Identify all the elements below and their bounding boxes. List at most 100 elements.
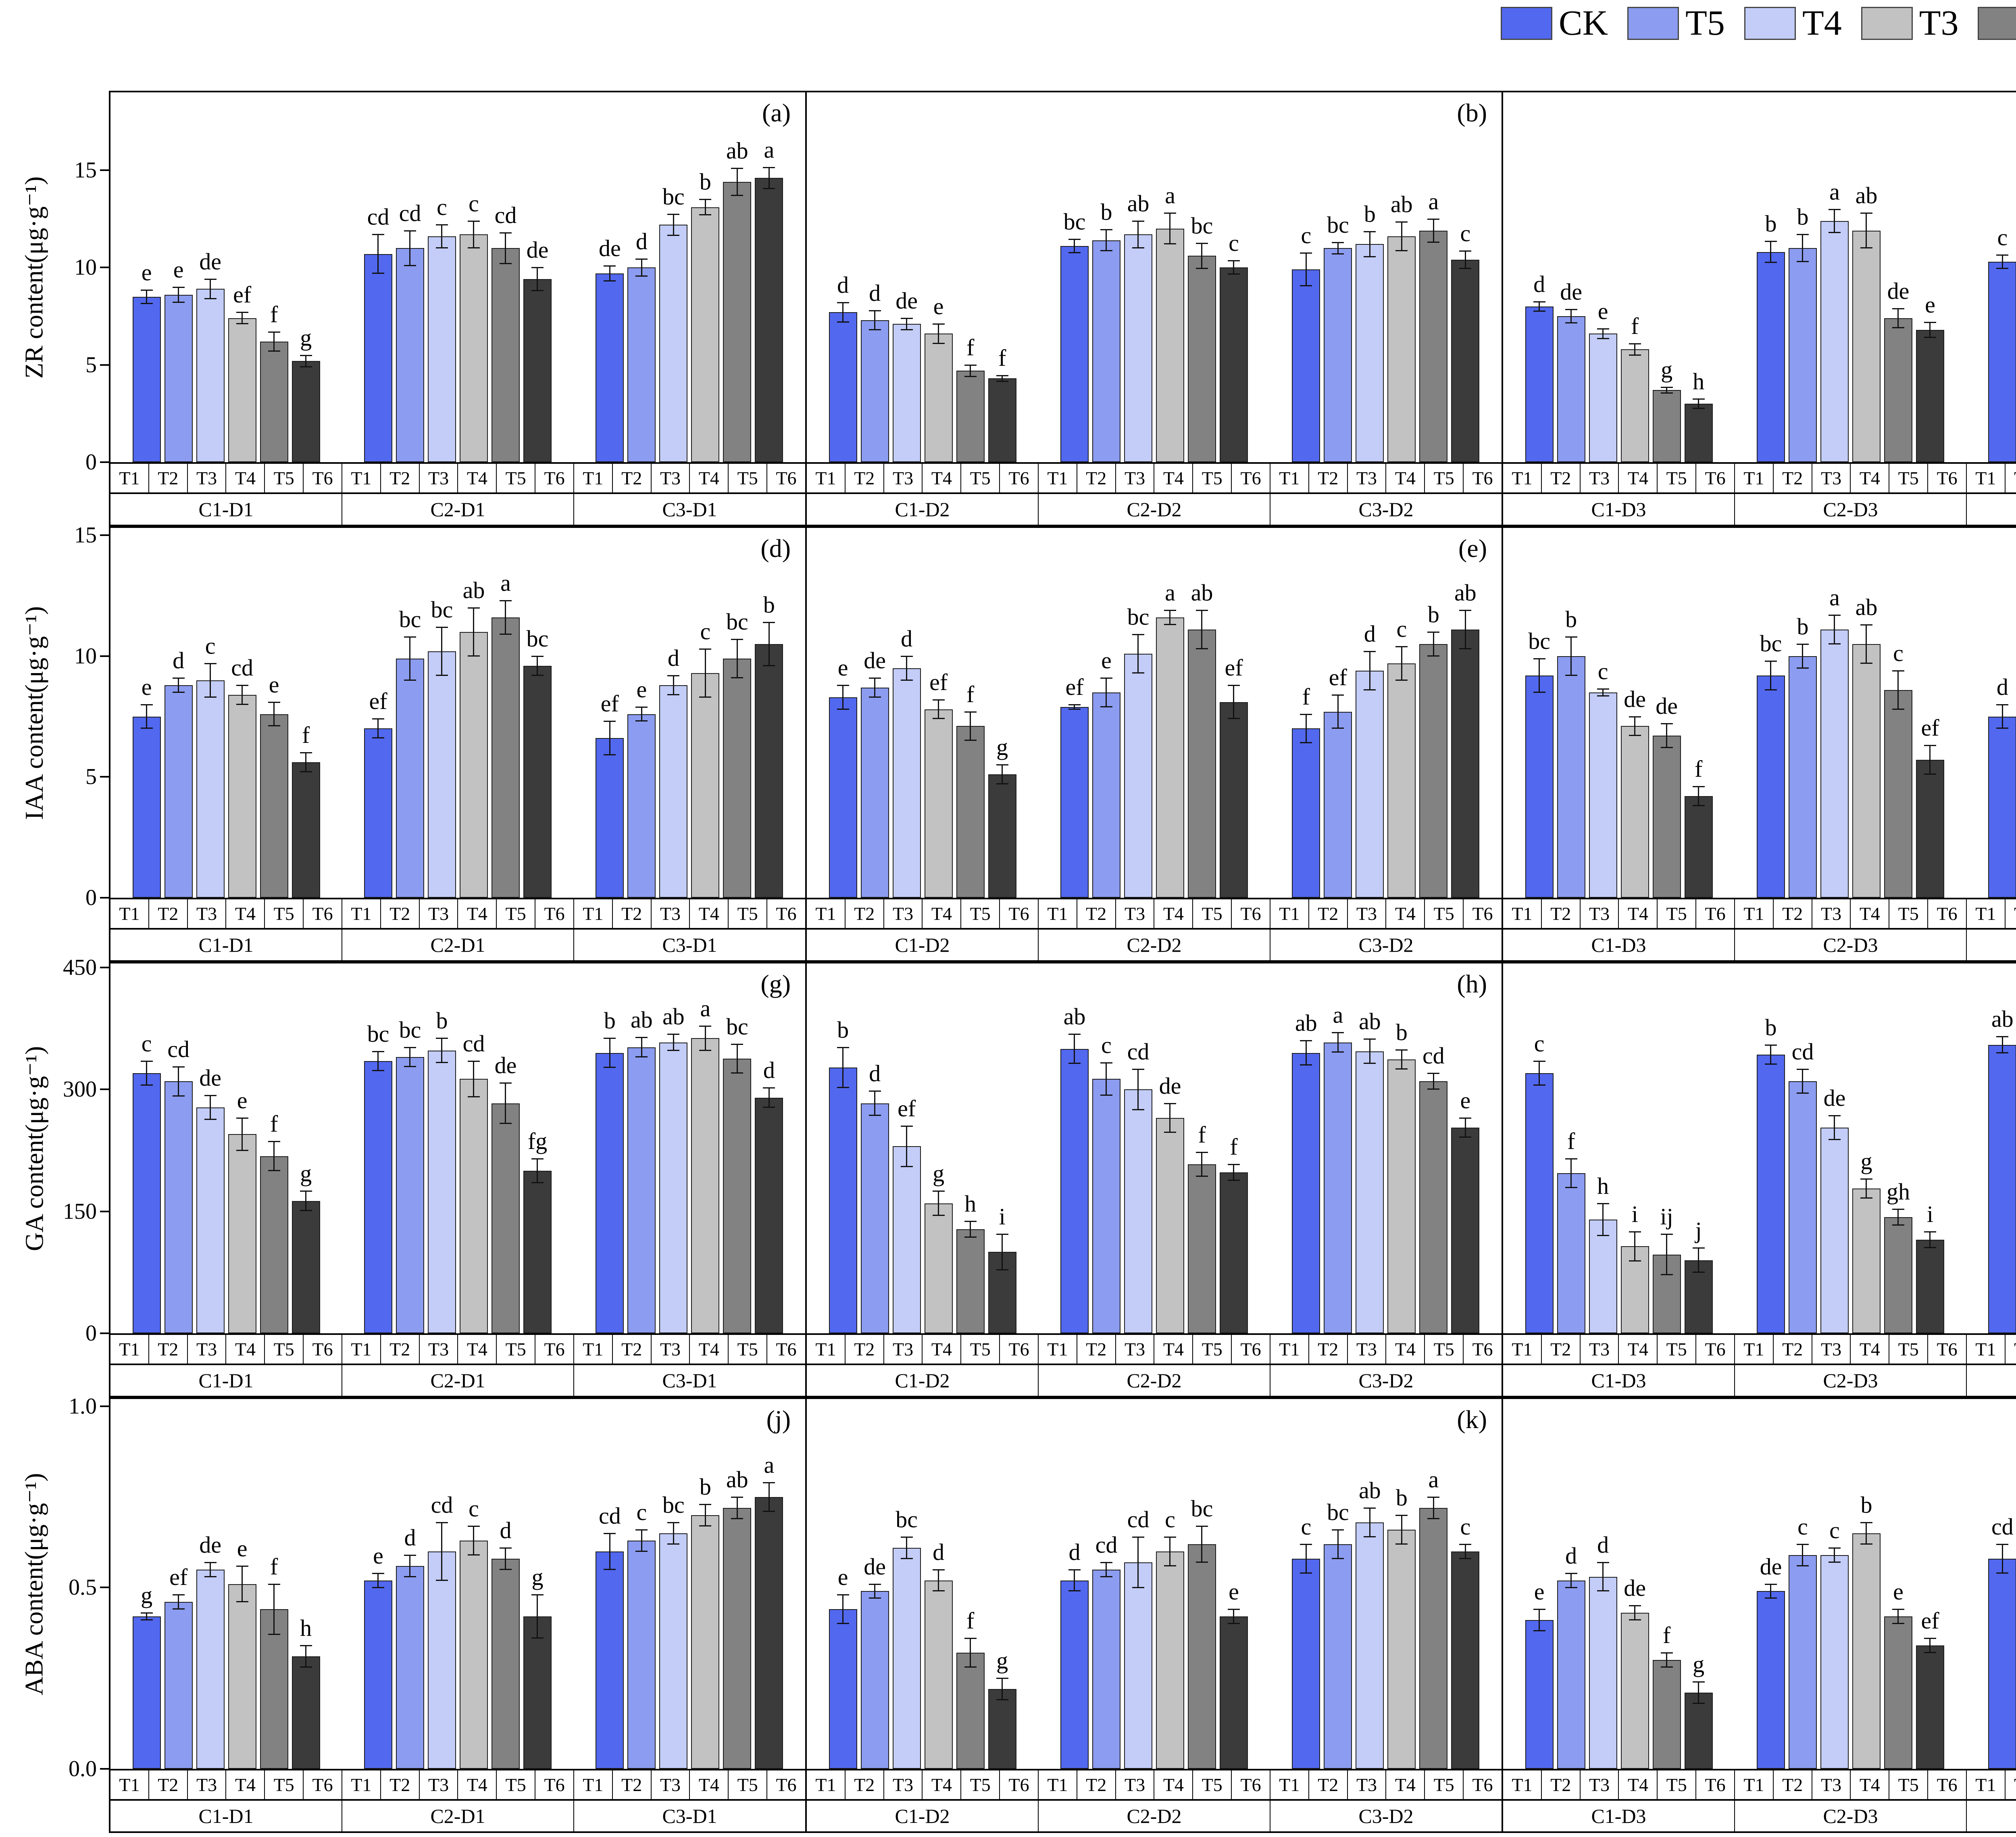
significance-letter: c xyxy=(205,632,216,659)
significance-letter: de xyxy=(1624,686,1646,712)
error-bar xyxy=(1337,1529,1339,1559)
treatment-cell: T3 xyxy=(1116,1335,1155,1364)
bar-slot: e xyxy=(1884,1399,1912,1769)
error-bar-cap-top xyxy=(1227,684,1240,686)
error-bar-cap-bottom xyxy=(236,703,248,705)
treatment-cell: T2 xyxy=(1774,1335,1812,1364)
bar-slot: b xyxy=(1356,92,1384,462)
significance-letter: b xyxy=(1395,1019,1408,1045)
error-bar xyxy=(242,1118,243,1151)
error-bar-cap-bottom xyxy=(435,1579,448,1581)
error-bar-cap-top xyxy=(1533,1060,1545,1062)
error-bar-cap-bottom xyxy=(1860,247,1872,249)
bar-C2-D2-T1 xyxy=(1060,707,1089,898)
error-bar xyxy=(210,279,211,299)
significance-letter: c xyxy=(1301,1513,1312,1540)
error-bar xyxy=(704,199,706,215)
error-bar-cap-top xyxy=(1300,713,1312,715)
error-bar-cap-top xyxy=(1996,1543,2009,1545)
treatment-cell: T2 xyxy=(1774,899,1812,928)
error-bar xyxy=(1539,301,1540,311)
error-bar xyxy=(1666,724,1668,748)
error-bar-cap-bottom xyxy=(1132,247,1144,249)
error-bar-cap-top xyxy=(1195,609,1208,611)
bar-C1-D1-T2 xyxy=(164,685,193,898)
significance-letter: ab xyxy=(1855,182,1878,209)
bar-slot: f xyxy=(292,528,320,898)
error-bar-cap-top xyxy=(531,1594,544,1596)
bar-slot: ab xyxy=(459,528,488,898)
error-bar xyxy=(673,1034,674,1051)
error-bar-cap-top xyxy=(1195,243,1208,244)
bar-C2-D2-T5 xyxy=(1187,1544,1216,1769)
bar-slot: ab xyxy=(1852,528,1881,898)
error-bar xyxy=(1770,1584,1772,1599)
significance-letter: e xyxy=(636,676,647,703)
treatment-cell: T5 xyxy=(1425,464,1464,492)
bar-C1-D3-T1 xyxy=(1525,306,1554,462)
error-bar xyxy=(906,1126,908,1167)
bar-slot: f xyxy=(260,92,288,462)
bar-C2-D3-T1 xyxy=(1756,1591,1785,1769)
error-bar xyxy=(906,656,908,680)
error-bar-cap-bottom xyxy=(837,708,849,710)
treatment-cell: T2 xyxy=(1774,1770,1812,1799)
significance-letter: a xyxy=(1829,178,1840,205)
group-label-cell: C1-D2 xyxy=(807,1365,1039,1396)
significance-letter: b xyxy=(436,1007,448,1034)
error-bar-cap-top xyxy=(1068,239,1081,240)
treatment-cell: T2 xyxy=(149,1335,188,1364)
significance-letter: de xyxy=(896,287,918,314)
bar-slot: c xyxy=(459,1399,488,1769)
bar-C1-D3-T5 xyxy=(1652,1660,1681,1769)
panel-letter: (a) xyxy=(762,98,791,127)
error-bar-cap-bottom xyxy=(1332,1051,1344,1053)
bar-C2-D3-T4 xyxy=(1852,1533,1881,1769)
y-tick-mark xyxy=(100,1768,109,1770)
significance-letter: de xyxy=(1159,1072,1181,1099)
error-bar-cap-bottom xyxy=(1459,267,1472,269)
treatment-cell: T5 xyxy=(961,1335,1000,1364)
significance-letter: c xyxy=(1396,615,1407,642)
bar-C2-D2-T1 xyxy=(1060,246,1089,462)
significance-letter: ef xyxy=(600,690,619,717)
error-bar xyxy=(305,355,307,367)
treatment-cell: T4 xyxy=(1154,464,1193,492)
bar-C2-D3-T2 xyxy=(1788,1081,1817,1333)
treatment-cell: T6 xyxy=(1000,1335,1039,1364)
significance-letter: d xyxy=(837,272,849,298)
error-bar-cap-bottom xyxy=(868,329,881,330)
bar-slot: a xyxy=(755,1399,783,1769)
bar-C1-D2-T1 xyxy=(829,697,857,898)
treatment-cell: T1 xyxy=(1967,464,2006,492)
bar-C1-D3-T5 xyxy=(1652,390,1681,462)
bar-C3-D2-T4 xyxy=(1387,1529,1416,1769)
error-bar-cap-bottom xyxy=(531,1637,544,1639)
treatment-cell: T2 xyxy=(846,464,884,492)
treatment-cell: T6 xyxy=(776,1339,797,1360)
error-bar-cap-top xyxy=(868,310,881,311)
bar-C3-D2-T2 xyxy=(1324,1544,1352,1769)
bar-group-C3-D2: c bc b ab a c xyxy=(1270,92,1502,462)
treatment-cell: T3 xyxy=(188,464,227,492)
error-bar-cap-bottom xyxy=(699,1525,712,1526)
error-bar xyxy=(1002,375,1003,382)
treatment-cell: T4 xyxy=(923,899,962,928)
treatment-cell: T6 xyxy=(1472,468,1493,488)
error-bar xyxy=(441,1038,443,1063)
error-bar-cap-top xyxy=(1764,1583,1777,1585)
bar-C3-D3-T1 xyxy=(1988,716,2016,898)
bar-C3-D1-T2 xyxy=(627,267,656,462)
y-axis-title-iaa: IAA content(μg·g⁻¹) xyxy=(4,526,65,899)
error-bar-cap-top xyxy=(531,267,544,269)
error-bar-cap-bottom xyxy=(1395,679,1408,681)
bar-C1-D3-T4 xyxy=(1620,726,1649,898)
treatment-cell: T3 xyxy=(1812,899,1851,928)
error-bar xyxy=(1570,1158,1572,1188)
treatment-cell: T4 xyxy=(1154,1770,1193,1799)
significance-letter: f xyxy=(998,345,1006,371)
bar-slot: f xyxy=(956,1399,985,1769)
bar-C3-D2-T6 xyxy=(1451,1128,1480,1333)
error-bar xyxy=(505,1083,506,1124)
bar-slot: b xyxy=(755,528,783,898)
